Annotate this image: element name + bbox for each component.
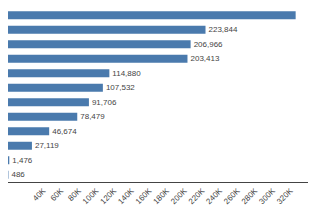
svg-text:223,844: 223,844	[209, 25, 238, 34]
svg-text:100K: 100K	[81, 186, 101, 206]
svg-text:200K: 200K	[169, 186, 189, 206]
svg-text:320K: 320K	[275, 186, 295, 206]
svg-text:107,532: 107,532	[106, 83, 135, 92]
svg-text:206,966: 206,966	[194, 40, 223, 49]
svg-text:114,880: 114,880	[112, 69, 141, 78]
svg-text:27,119: 27,119	[35, 141, 59, 150]
svg-text:203,413: 203,413	[190, 54, 219, 63]
svg-text:78,479: 78,479	[80, 112, 105, 121]
svg-text:140K: 140K	[116, 186, 136, 206]
svg-text:40K: 40K	[31, 186, 48, 203]
svg-text:1,476: 1,476	[12, 156, 33, 165]
svg-text:120K: 120K	[99, 186, 119, 206]
svg-text:91,706: 91,706	[92, 98, 117, 107]
svg-text:260K: 260K	[222, 186, 242, 206]
svg-text:280K: 280K	[240, 186, 260, 206]
svg-text:80K: 80K	[66, 186, 83, 203]
svg-text:160K: 160K	[134, 186, 154, 206]
svg-text:180K: 180K	[151, 186, 171, 206]
svg-text:46,674: 46,674	[52, 127, 77, 136]
svg-text:60K: 60K	[49, 186, 66, 203]
svg-text:220K: 220K	[187, 186, 207, 206]
svg-text:300K: 300K	[257, 186, 277, 206]
svg-text:240K: 240K	[204, 186, 224, 206]
svg-text:486: 486	[11, 170, 25, 179]
